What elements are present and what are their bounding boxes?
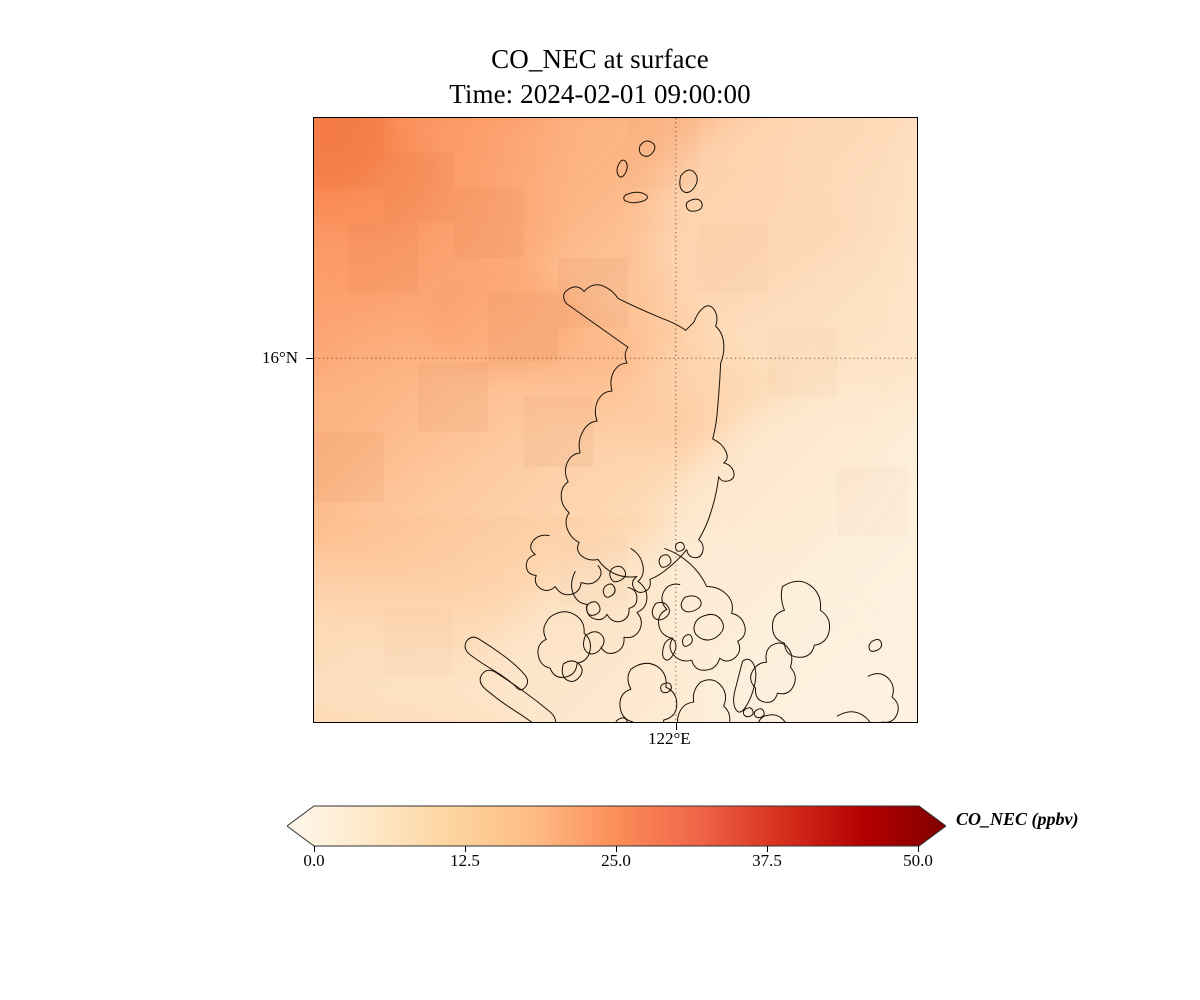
colorbar-tick-label-1: 12.5: [450, 851, 480, 870]
colorbar-tick-label-2: 25.0: [601, 851, 631, 870]
map-plot-area[interactable]: [313, 117, 918, 723]
colorbar-tick-1: [464, 846, 466, 852]
graticule-gridlines: [314, 118, 917, 722]
colorbar-tick-label-4: 50.0: [903, 851, 933, 870]
colorbar-gradient: [287, 805, 946, 847]
colorbar-tick-label-3: 37.5: [752, 851, 782, 870]
lon-tick-mark-122E: [675, 723, 677, 730]
colorbar-tick-2: [615, 846, 617, 852]
colorbar-tick-0: [313, 846, 315, 852]
figure-title: CO_NEC at surface Time: 2024-02-01 09:00…: [0, 42, 1200, 111]
colorbar-axis-label: CO_NEC (ppbv): [956, 809, 1079, 829]
lat-tick-mark-16N: [306, 357, 313, 359]
title-line-variable: CO_NEC at surface: [491, 44, 709, 74]
title-line-time: Time: 2024-02-01 09:00:00: [449, 78, 751, 109]
lon-axis-label-122E: 122°E: [648, 729, 691, 748]
colorbar-tick-3: [766, 846, 768, 852]
colorbar-tick-4: [917, 846, 919, 852]
colorbar[interactable]: [287, 803, 946, 849]
coastline-overlay: [464, 140, 899, 722]
colorbar-tick-label-0: 0.0: [303, 851, 325, 870]
